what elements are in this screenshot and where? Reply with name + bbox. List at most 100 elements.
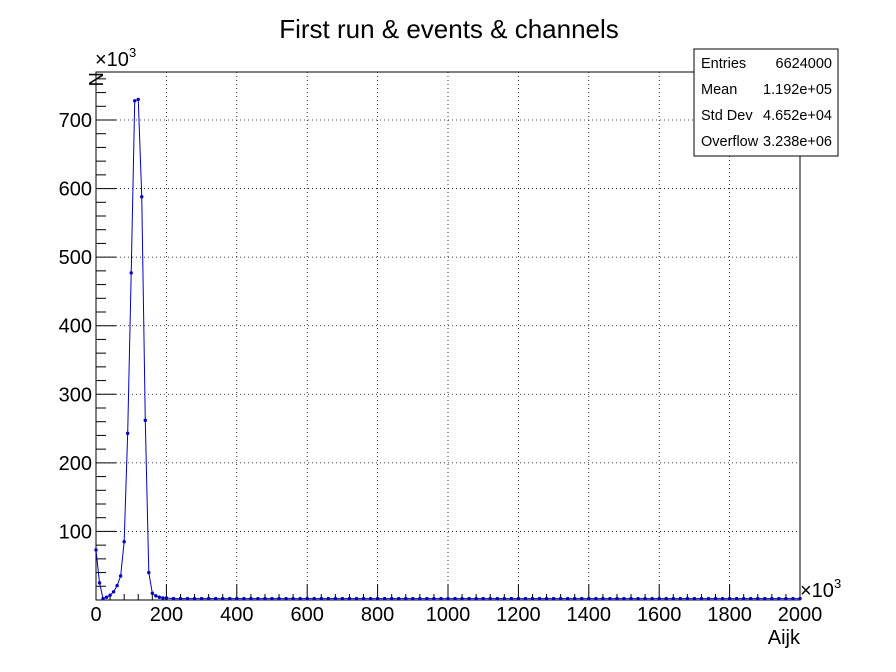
data-point <box>749 596 753 601</box>
data-point <box>97 581 102 585</box>
y-axis-label: N <box>86 72 108 86</box>
data-point <box>213 596 218 601</box>
data-point <box>340 596 345 601</box>
data-point <box>580 596 584 601</box>
x-tick-label: 400 <box>220 604 253 626</box>
y-tick-label: 100 <box>59 521 92 543</box>
data-point <box>333 596 338 601</box>
data-point <box>664 596 668 601</box>
x-tick-label: 200 <box>150 604 183 626</box>
data-point <box>118 574 123 578</box>
data-point <box>784 596 788 601</box>
x-tick-label: 1400 <box>567 604 612 626</box>
x-tick-label: 1800 <box>707 604 752 626</box>
data-point <box>615 596 619 601</box>
data-point <box>467 596 471 601</box>
data-point <box>474 596 478 601</box>
y-multiplier-exponent: 3 <box>129 45 136 60</box>
data-point <box>298 596 302 601</box>
data-point <box>488 596 492 601</box>
data-point <box>713 596 718 601</box>
stats-box: Entries 6624000 Mean 1.192e+05 Std Dev 4.652e… <box>693 48 839 157</box>
data-point <box>361 596 366 601</box>
data-point <box>129 271 133 275</box>
data-point <box>111 590 116 594</box>
data-point <box>136 97 140 102</box>
data-point <box>312 596 316 601</box>
data-point <box>439 596 443 601</box>
stats-label: Entries <box>701 56 746 72</box>
data-point <box>418 596 422 601</box>
data-point <box>460 596 464 601</box>
data-point <box>601 596 605 601</box>
series-line <box>95 98 800 600</box>
data-point <box>206 596 211 601</box>
stats-value: 6624000 <box>776 56 832 72</box>
data-point <box>143 418 147 423</box>
x-multiplier-exponent: 3 <box>834 576 841 591</box>
stats-label: Overflow <box>701 134 759 150</box>
data-point <box>397 596 401 601</box>
data-point <box>157 595 162 599</box>
x-tick-label: 1600 <box>637 604 682 626</box>
x-multiplier-base: ×10 <box>800 580 834 602</box>
data-point <box>221 596 225 601</box>
y-tick-label: 600 <box>59 179 92 201</box>
data-point <box>763 596 767 601</box>
data-point <box>446 596 450 601</box>
data-point <box>594 596 598 601</box>
data-point <box>798 596 802 601</box>
data-point <box>777 596 781 601</box>
data-point <box>791 596 795 601</box>
data-point <box>608 596 612 601</box>
data-point <box>495 596 499 601</box>
data-point <box>185 596 190 601</box>
y-tick-label: 500 <box>59 247 92 269</box>
data-point <box>622 596 626 601</box>
data-point <box>104 595 109 599</box>
data-point <box>741 596 746 601</box>
y-multiplier: ×103 <box>95 45 136 71</box>
data-point <box>727 596 732 601</box>
data-point <box>544 596 549 601</box>
data-point <box>558 596 563 601</box>
data-point <box>636 596 640 601</box>
data-point <box>122 540 126 544</box>
data-point <box>242 596 246 601</box>
data-point <box>319 596 323 601</box>
data-point <box>154 594 158 598</box>
data-point <box>643 596 647 601</box>
data-point <box>256 596 260 601</box>
data-point <box>354 596 359 601</box>
x-tick-label: 1200 <box>496 604 541 626</box>
data-point <box>147 570 151 575</box>
data-point <box>404 596 408 601</box>
data-point <box>277 596 281 601</box>
data-point <box>734 596 739 601</box>
data-point <box>101 596 105 601</box>
data-point <box>199 596 204 601</box>
y-tick-label: 200 <box>59 453 92 475</box>
data-point <box>565 596 570 601</box>
data-point <box>270 596 274 601</box>
data-point <box>537 596 542 601</box>
data-point <box>235 596 239 601</box>
data-point <box>133 99 137 103</box>
data-point <box>125 431 130 436</box>
data-point <box>291 596 295 601</box>
data-point <box>678 596 683 601</box>
data-point <box>650 596 654 601</box>
data-point <box>657 596 661 601</box>
data-point <box>671 596 675 601</box>
stats-value: 3.238e+06 <box>763 134 832 150</box>
stats-box-frame <box>693 48 839 157</box>
stats-value: 4.652e+04 <box>763 108 832 124</box>
data-point <box>551 596 556 601</box>
data-point <box>161 596 165 600</box>
data-point <box>530 596 535 601</box>
data-point <box>249 596 253 601</box>
data-point <box>699 596 704 601</box>
data-point <box>587 596 591 601</box>
data-point <box>192 596 197 601</box>
